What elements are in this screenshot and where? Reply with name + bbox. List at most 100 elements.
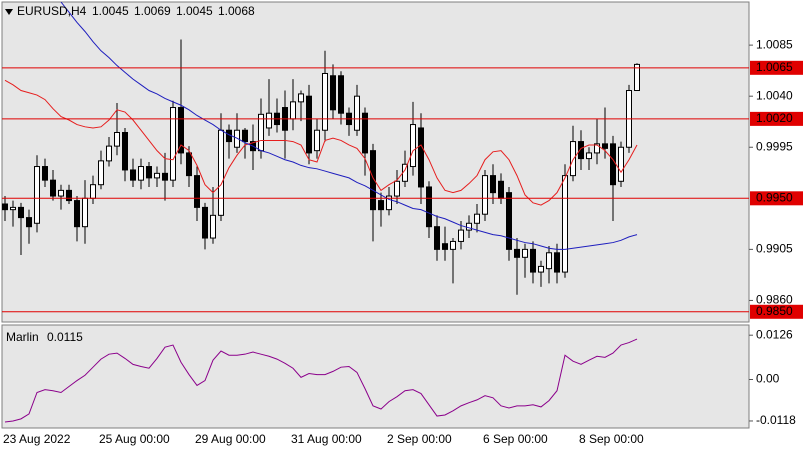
candle-body bbox=[58, 189, 64, 197]
plot-layer: 1.0085 1.0040 0.9995 0.9905 0.9860 1.0065 1.00… bbox=[2, 2, 803, 446]
candle-body bbox=[522, 248, 528, 258]
candle-body bbox=[322, 72, 328, 131]
candle-body bbox=[594, 143, 600, 154]
candle-body bbox=[578, 141, 584, 160]
candle-body bbox=[410, 124, 416, 168]
candle-body bbox=[186, 152, 192, 177]
candle-body bbox=[306, 95, 312, 154]
candle-body bbox=[298, 93, 304, 103]
y-tick-label: 0.9860 bbox=[756, 293, 793, 307]
candle-body bbox=[162, 172, 168, 181]
level-label-box bbox=[750, 60, 803, 75]
y-tick-label: 1.0085 bbox=[756, 37, 793, 51]
candle-body bbox=[546, 252, 552, 270]
indicator-panel bbox=[1, 324, 750, 429]
candle-body bbox=[50, 179, 56, 197]
candle-body bbox=[378, 200, 384, 211]
level-label-box bbox=[750, 304, 803, 319]
moving-average-line bbox=[4, 79, 638, 206]
candle-body bbox=[10, 206, 16, 211]
candle-body bbox=[146, 166, 152, 179]
x-tick-label: 31 Aug 00:00 bbox=[291, 432, 362, 446]
candle-body bbox=[370, 150, 376, 211]
x-tick-label: 2 Sep 00:00 bbox=[387, 432, 452, 446]
indicator-name: Marlin bbox=[6, 330, 39, 344]
candle-body bbox=[130, 169, 136, 181]
candle-body bbox=[618, 146, 624, 182]
candle-body bbox=[82, 197, 88, 228]
candle-body bbox=[634, 63, 640, 92]
header-high: 1.0069 bbox=[134, 4, 171, 18]
candle-body bbox=[178, 107, 184, 154]
y-tick-label: 0.9905 bbox=[756, 242, 793, 256]
level-label-box bbox=[750, 111, 803, 126]
x-tick-label: 23 Aug 2022 bbox=[3, 432, 71, 446]
candle-body bbox=[450, 240, 456, 250]
candle-body bbox=[530, 248, 536, 273]
symbol-menu-arrow[interactable] bbox=[5, 9, 13, 15]
candle-body bbox=[314, 129, 320, 152]
candle-body bbox=[74, 200, 80, 228]
candle-body bbox=[538, 265, 544, 273]
candle-body bbox=[426, 186, 432, 228]
y-tick-label: 0.00 bbox=[756, 372, 780, 386]
candle-body bbox=[42, 166, 48, 181]
candle-body bbox=[210, 214, 216, 239]
candle-body bbox=[610, 143, 616, 186]
candle-body bbox=[466, 222, 472, 231]
level-label: 0.9950 bbox=[756, 190, 793, 204]
candle-body bbox=[122, 131, 128, 171]
candle-body bbox=[458, 229, 464, 242]
candle-body bbox=[218, 129, 224, 216]
header-close: 1.0068 bbox=[218, 4, 255, 18]
header-low: 1.0045 bbox=[176, 4, 213, 18]
header-open: 1.0045 bbox=[92, 4, 129, 18]
candle-body bbox=[570, 141, 576, 177]
candle-body bbox=[554, 252, 560, 273]
indicator-plot bbox=[4, 338, 638, 423]
indicator-line bbox=[4, 338, 638, 423]
candle-body bbox=[90, 184, 96, 199]
candle-body bbox=[490, 175, 496, 194]
y-tick-label: 1.0040 bbox=[756, 88, 793, 102]
candle-body bbox=[362, 112, 368, 154]
candle-body bbox=[506, 192, 512, 250]
candle-body bbox=[386, 195, 392, 211]
candle-body bbox=[66, 189, 72, 202]
candle-body bbox=[498, 180, 504, 199]
candle-body bbox=[442, 243, 448, 250]
x-tick-label: 8 Sep 00:00 bbox=[579, 432, 644, 446]
candle-body bbox=[34, 166, 40, 224]
candle-body bbox=[114, 131, 120, 147]
candle-body bbox=[434, 226, 440, 250]
candle-body bbox=[18, 206, 24, 219]
symbol-title: EURUSD,H4 bbox=[17, 4, 87, 18]
x-tick-label: 25 Aug 00:00 bbox=[99, 432, 170, 446]
candle-body bbox=[514, 248, 520, 258]
candle-body bbox=[266, 112, 272, 129]
candle-body bbox=[330, 75, 336, 111]
candle-body bbox=[2, 203, 8, 211]
candle-body bbox=[394, 180, 400, 197]
moving-average-line bbox=[60, 2, 638, 250]
candle-body bbox=[338, 75, 344, 114]
candle-body bbox=[26, 217, 32, 228]
x-tick-label: 29 Aug 00:00 bbox=[195, 432, 266, 446]
level-label-box bbox=[750, 191, 803, 206]
candle-body bbox=[202, 206, 208, 239]
candle-body bbox=[154, 172, 160, 179]
candle-body bbox=[562, 175, 568, 273]
level-label: 0.9850 bbox=[756, 304, 793, 318]
candle-body bbox=[138, 166, 144, 181]
candle-body bbox=[98, 160, 104, 186]
candle-body bbox=[482, 175, 488, 215]
candle-body bbox=[106, 145, 112, 162]
y-tick-label: 0.0126 bbox=[756, 327, 793, 341]
y-tick-label: -0.0118 bbox=[756, 413, 796, 427]
candle-body bbox=[354, 95, 360, 131]
candle-body bbox=[586, 152, 592, 160]
candle-body bbox=[418, 127, 424, 188]
candle-body bbox=[602, 143, 608, 149]
candle-body bbox=[290, 101, 296, 120]
